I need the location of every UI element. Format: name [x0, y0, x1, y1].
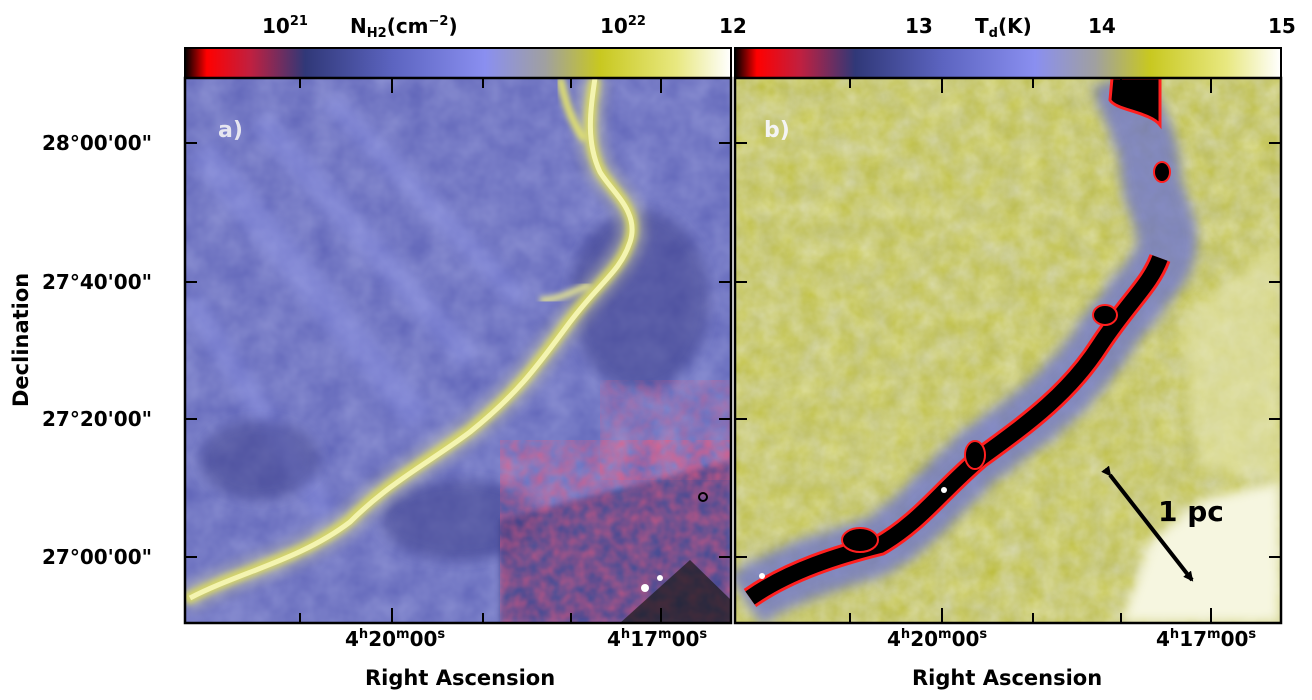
x-axis-title-left: Right Ascension	[365, 666, 556, 690]
x-tick-label-left-1: 4h20m00s	[345, 627, 446, 651]
x-tick-label-left-2: 4h17m00s	[607, 627, 708, 651]
colorbar-left-quantity: NH2(cm−2)	[350, 14, 458, 41]
colorbar-right-tick-13: 13	[905, 14, 933, 38]
colorbar-right-tick-15: 15	[1268, 14, 1296, 38]
x-tick-label-right-1: 4h20m00s	[887, 627, 988, 651]
panel-b-image	[735, 78, 1281, 623]
colorbar-left-tick-2: 1022	[600, 14, 646, 38]
y-axis-title: Declination	[9, 272, 33, 407]
panel-b-frame	[733, 76, 1283, 625]
panel-b-ticks	[735, 78, 1281, 623]
y-tick-label-3: 27°20'00"	[42, 407, 153, 431]
x-axis-title-right: Right Ascension	[912, 666, 1103, 690]
colorbar-right-quantity: Td(K)	[975, 14, 1032, 41]
y-tick-label-1: 28°00'00"	[42, 131, 153, 155]
colorbar-left-tick-1: 1021	[262, 14, 308, 38]
colorbar-left	[184, 47, 732, 79]
scale-bar-label: 1 pc	[1158, 495, 1224, 528]
panel-a-label: a)	[218, 118, 243, 143]
colorbar-right-tick-14: 14	[1088, 14, 1116, 38]
x-tick-label-right-2: 4h17m00s	[1156, 627, 1257, 651]
colorbar-right	[734, 47, 1282, 79]
panel-a-image	[185, 78, 731, 623]
y-tick-label-4: 27°00'00"	[42, 545, 153, 569]
panel-b-label: b)	[764, 118, 790, 143]
panel-a-frame	[183, 76, 733, 625]
scale-bar-arrow	[1101, 465, 1194, 582]
colorbar-right-tick-12: 12	[719, 14, 747, 38]
panel-a-ticks	[185, 78, 731, 623]
y-tick-label-2: 27°40'00"	[42, 270, 153, 294]
